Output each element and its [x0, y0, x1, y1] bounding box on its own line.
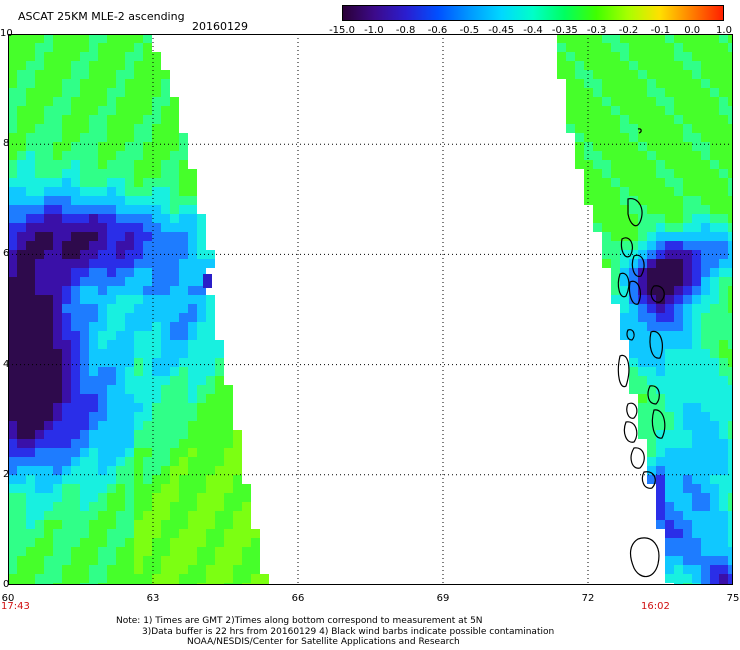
chart-title: ASCAT 25KM MLE-2 ascending: [18, 10, 185, 23]
lat-tick-label: 6: [3, 248, 10, 260]
lon-tick-label: 60: [1, 593, 15, 604]
note-line-3: NOAA/NESDIS/Center for Satellite Applica…: [187, 637, 460, 647]
colorbar-label: -0.35: [551, 25, 578, 36]
footnotes: Note: 1) Times are GMT 2)Times along bot…: [116, 616, 554, 648]
colorbar-label: -0.8: [395, 25, 416, 36]
lon-tick-label: 69: [436, 593, 450, 604]
maldives-coastline: [617, 128, 666, 578]
pass-time-left: 17:43: [1, 601, 30, 612]
colorbar-label: -0.45: [488, 25, 515, 36]
lat-tick-label: 8: [3, 138, 10, 150]
note-line-2: 3)Data buffer is 22 hrs from 20160129 4)…: [142, 626, 555, 637]
lon-tick-label: 72: [581, 593, 595, 604]
lat-tick-label: 2: [3, 468, 10, 480]
colorbar-label: -0.5: [459, 25, 480, 36]
colorbar: [342, 5, 724, 21]
lon-tick-label: 63: [146, 593, 160, 604]
lat-tick-label: 4: [3, 358, 10, 370]
note-line-1: Note: 1) Times are GMT 2)Times along bot…: [116, 616, 483, 626]
colorbar-label: -0.6: [427, 25, 448, 36]
colorbar-label: 0.0: [684, 25, 701, 36]
lon-tick-label: 66: [291, 593, 305, 604]
swath-left: [8, 34, 269, 585]
grid-lines: [8, 34, 733, 585]
colorbar-label: 1.0: [716, 25, 732, 36]
map-frame: [8, 34, 733, 585]
colorbar-label: -0.4: [523, 25, 543, 36]
lat-tick-label: 10: [0, 28, 13, 39]
colorbar-label: -0.1: [650, 25, 671, 36]
map-panel: [8, 34, 733, 585]
colorbar-label: -0.3: [586, 25, 607, 36]
pass-time-right: 16:02: [641, 601, 670, 612]
colorbar-label: -15.0: [329, 25, 355, 36]
chart-date: 20160129: [192, 20, 248, 33]
lon-tick-label: 75: [726, 593, 740, 604]
lat-tick-label: 0: [3, 579, 10, 590]
colorbar-label: -0.2: [618, 25, 639, 36]
colorbar-label: -1.0: [364, 25, 384, 36]
swath-right: [557, 34, 733, 585]
